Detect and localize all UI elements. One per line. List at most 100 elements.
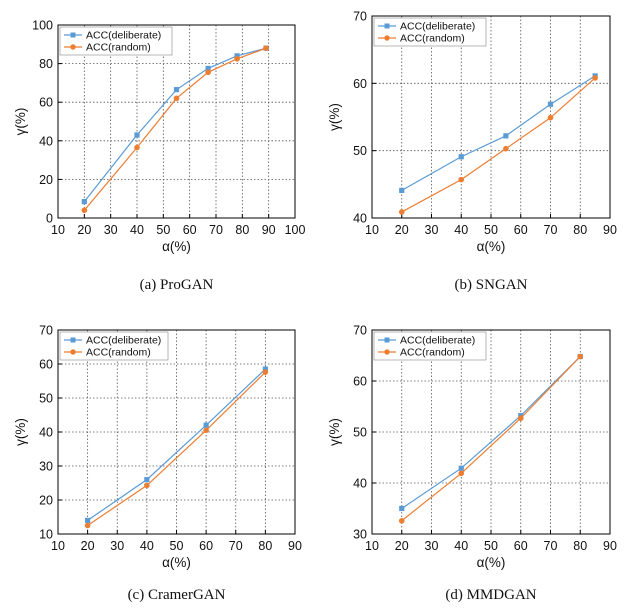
data-point <box>398 517 405 524</box>
y-tick-label: 50 <box>39 392 53 406</box>
legend-marker <box>384 35 390 41</box>
chart-4: 10 20 30 40 50 60 70 80 90 30 40 50 60 70 α(%) γ(%) ACC(… <box>327 324 617 604</box>
x-tick-label: 20 <box>395 539 409 553</box>
data-point <box>205 69 211 76</box>
data-point <box>262 366 268 372</box>
x-tick-label: 30 <box>104 223 118 237</box>
x-tick-label: 80 <box>573 539 587 553</box>
x-tick-label: 50 <box>484 539 498 553</box>
y-tick-label: 50 <box>353 426 367 440</box>
legend-marker <box>70 44 76 50</box>
subfigure-caption: (b) SNGAN <box>455 277 528 293</box>
data-point <box>203 422 209 428</box>
data-point <box>263 45 269 51</box>
gridlines <box>58 330 295 534</box>
x-tick-label: 90 <box>603 539 617 553</box>
x-tick-label: 40 <box>454 223 468 237</box>
x-axis-label: α(%) <box>477 555 506 570</box>
x-tick-label: 90 <box>288 539 302 553</box>
y-axis-label: γ(%) <box>13 418 28 446</box>
data-point <box>517 415 524 422</box>
x-tick-label: 30 <box>425 539 439 553</box>
series-random <box>398 353 584 524</box>
series-random <box>84 369 269 529</box>
plot-frame <box>57 24 296 219</box>
y-tick-label: 80 <box>39 57 53 71</box>
legend-label: ACC(random) <box>86 347 151 359</box>
chart-1: 10 20 30 40 50 60 70 80 90 100 0 20 40 60 80 100 α(%) γ(%… <box>13 19 305 294</box>
y-tick-label: 60 <box>353 375 367 389</box>
legend-marker <box>70 349 76 355</box>
data-point <box>398 209 405 215</box>
y-tick-label: 20 <box>39 173 53 187</box>
y-tick-label: 70 <box>353 10 367 24</box>
x-tick-label: 10 <box>51 539 65 553</box>
legend-box <box>59 331 169 361</box>
series-deliberate <box>85 366 268 523</box>
legend-label: ACC(random) <box>86 42 151 54</box>
x-tick-label: 10 <box>365 223 379 237</box>
x-tick-label: 10 <box>51 223 65 237</box>
x-ticks: 10 20 30 40 50 60 70 80 90 <box>51 530 302 553</box>
gridlines <box>372 16 610 218</box>
data-point <box>85 517 91 523</box>
x-tick-label: 30 <box>110 539 124 553</box>
y-ticks: 40 50 60 70 <box>353 10 376 226</box>
data-point <box>173 95 180 102</box>
y-tick-label: 60 <box>39 358 53 372</box>
data-point <box>458 470 465 477</box>
x-tick-label: 90 <box>603 223 617 237</box>
y-tick-label: 40 <box>353 477 367 491</box>
y-ticks: 0 20 40 60 80 100 <box>32 19 62 226</box>
x-ticks: 10 20 30 40 50 60 70 80 90 100 <box>51 214 305 237</box>
y-tick-label: 0 <box>46 212 53 226</box>
legend-marker <box>70 32 76 38</box>
y-ticks: 30 40 50 60 70 <box>353 324 376 542</box>
x-axis-label: α(%) <box>477 239 506 254</box>
data-point <box>84 522 91 529</box>
y-tick-label: 60 <box>353 77 367 91</box>
y-tick-label: 20 <box>39 494 53 508</box>
x-tick-label: 40 <box>454 539 468 553</box>
y-tick-label: 70 <box>353 324 367 338</box>
x-tick-label: 70 <box>544 539 558 553</box>
y-tick-label: 30 <box>353 528 367 542</box>
series-line <box>83 47 267 202</box>
data-point <box>458 465 464 471</box>
subfigure-caption: (d) MMDGAN <box>445 587 536 603</box>
x-axis-label: α(%) <box>162 555 191 570</box>
series-random <box>81 45 269 214</box>
series-line <box>401 356 581 509</box>
x-ticks: 10 20 30 40 50 60 70 80 90 <box>365 214 617 237</box>
chart-3: 10 20 30 40 50 60 70 80 90 10 20 30 40 50 60 70 α(%) γ(%)… <box>13 324 302 604</box>
y-tick-label: 70 <box>39 324 53 338</box>
x-tick-label: 20 <box>395 223 409 237</box>
x-tick-label: 60 <box>183 223 197 237</box>
legend: ACC(deliberate)ACC(random) <box>373 331 487 361</box>
series-line <box>87 371 266 526</box>
y-axis-label: γ(%) <box>13 108 28 136</box>
data-point <box>503 145 509 152</box>
data-point <box>134 144 140 151</box>
y-tick-label: 100 <box>32 19 53 33</box>
series-deliberate <box>399 73 598 193</box>
x-tick-label: 10 <box>365 539 379 553</box>
x-tick-label: 60 <box>514 223 528 237</box>
y-tick-label: 10 <box>39 528 53 542</box>
series-line <box>401 356 581 522</box>
data-point <box>173 87 180 93</box>
data-point <box>592 75 598 81</box>
data-point <box>399 187 405 193</box>
chart-2: 10 20 30 40 50 60 70 80 90 40 50 60 70 α(%) γ(%) ACC(de… <box>327 10 617 294</box>
legend-box <box>373 17 487 47</box>
y-ticks: 10 20 30 40 50 60 70 <box>39 324 62 542</box>
gridlines <box>372 330 610 534</box>
data-point <box>81 198 87 205</box>
subfigure-caption: (c) CramerGAN <box>128 587 226 603</box>
data-point <box>144 477 150 483</box>
data-point <box>203 427 209 434</box>
legend-label: ACC(deliberate) <box>400 21 475 33</box>
legend-label: ACC(deliberate) <box>86 30 161 42</box>
series-random <box>398 75 598 215</box>
